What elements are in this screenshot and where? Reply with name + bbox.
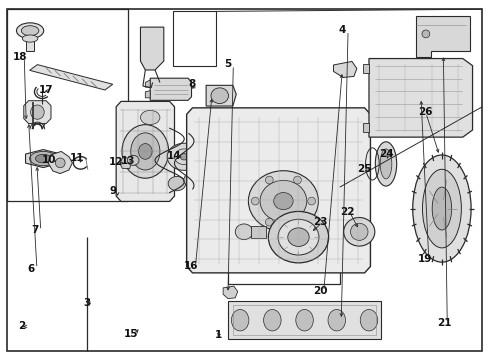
Ellipse shape [180,154,188,160]
Ellipse shape [375,142,397,186]
Polygon shape [146,91,150,98]
Text: 10: 10 [42,156,56,165]
Text: 14: 14 [167,151,182,161]
Polygon shape [228,301,381,339]
Polygon shape [25,149,61,167]
Polygon shape [120,158,131,168]
Ellipse shape [168,176,186,191]
Ellipse shape [35,154,51,163]
Ellipse shape [288,228,309,247]
Ellipse shape [184,174,199,186]
Circle shape [308,197,316,205]
Circle shape [266,176,273,184]
Bar [233,305,376,336]
Ellipse shape [350,223,368,240]
Ellipse shape [269,211,329,263]
Bar [228,187,340,284]
Text: 6: 6 [27,264,35,274]
Ellipse shape [432,187,452,230]
Text: 16: 16 [184,261,199,271]
Text: 21: 21 [437,318,452,328]
Ellipse shape [167,143,201,170]
Text: 23: 23 [313,217,328,227]
Polygon shape [24,101,51,123]
Circle shape [266,218,273,226]
Text: 25: 25 [357,164,371,174]
Polygon shape [223,286,238,298]
Ellipse shape [22,26,39,36]
Text: 12: 12 [109,157,123,167]
Ellipse shape [29,152,57,166]
Ellipse shape [122,125,169,178]
Text: 17: 17 [39,85,54,95]
Polygon shape [48,152,73,174]
Polygon shape [363,64,369,73]
Text: 8: 8 [188,79,195,89]
Circle shape [251,197,259,205]
Circle shape [294,218,301,226]
Ellipse shape [380,149,392,179]
Polygon shape [150,78,192,100]
Polygon shape [363,123,369,132]
Ellipse shape [235,224,253,240]
Text: 5: 5 [224,59,232,69]
Polygon shape [116,102,174,202]
Circle shape [294,176,301,184]
Text: 2: 2 [18,321,25,332]
Bar [7,9,128,202]
Polygon shape [416,17,469,57]
Text: 15: 15 [123,329,138,339]
Ellipse shape [343,217,375,246]
Ellipse shape [422,169,462,248]
Text: 26: 26 [417,107,432,117]
Ellipse shape [328,310,345,331]
Polygon shape [141,27,164,70]
Text: 24: 24 [379,149,393,159]
Polygon shape [251,226,266,238]
Ellipse shape [278,219,319,255]
Text: 3: 3 [83,298,91,308]
Bar [173,12,216,66]
Text: 18: 18 [13,52,27,62]
Ellipse shape [274,193,293,210]
Ellipse shape [248,171,318,231]
Ellipse shape [264,310,281,331]
Ellipse shape [413,155,471,262]
Polygon shape [26,39,34,51]
Ellipse shape [360,310,378,331]
Ellipse shape [141,111,160,125]
Ellipse shape [211,88,228,104]
Text: 20: 20 [313,286,328,296]
Text: 11: 11 [70,153,84,163]
Polygon shape [334,62,357,77]
Polygon shape [187,108,370,273]
Polygon shape [146,80,150,87]
Ellipse shape [139,144,152,159]
Polygon shape [29,64,113,90]
Ellipse shape [131,133,160,170]
Circle shape [422,30,430,38]
Ellipse shape [17,23,44,39]
Text: 4: 4 [339,25,346,35]
Text: 7: 7 [31,225,39,235]
Ellipse shape [296,310,313,331]
Text: 22: 22 [340,207,354,217]
Text: 1: 1 [215,330,222,341]
Ellipse shape [231,310,249,331]
Text: 9: 9 [109,186,116,196]
Text: 19: 19 [417,253,432,264]
Circle shape [55,158,65,168]
Polygon shape [369,59,472,137]
Ellipse shape [127,156,139,165]
Text: 13: 13 [121,156,136,166]
Ellipse shape [30,105,44,119]
Ellipse shape [260,180,307,222]
Polygon shape [206,85,236,106]
Ellipse shape [23,35,38,42]
